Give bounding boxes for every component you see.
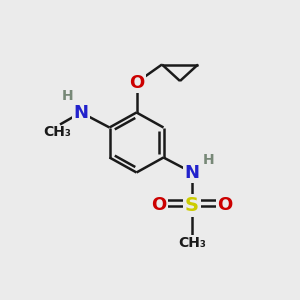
Text: N: N xyxy=(184,164,200,181)
Text: O: O xyxy=(152,196,166,214)
Text: O: O xyxy=(129,74,144,92)
Text: CH₃: CH₃ xyxy=(43,125,71,139)
Text: CH₃: CH₃ xyxy=(178,236,206,250)
Text: O: O xyxy=(218,196,232,214)
Text: H: H xyxy=(203,154,214,167)
Text: H: H xyxy=(62,89,73,103)
Text: S: S xyxy=(185,196,199,215)
Text: N: N xyxy=(74,103,88,122)
